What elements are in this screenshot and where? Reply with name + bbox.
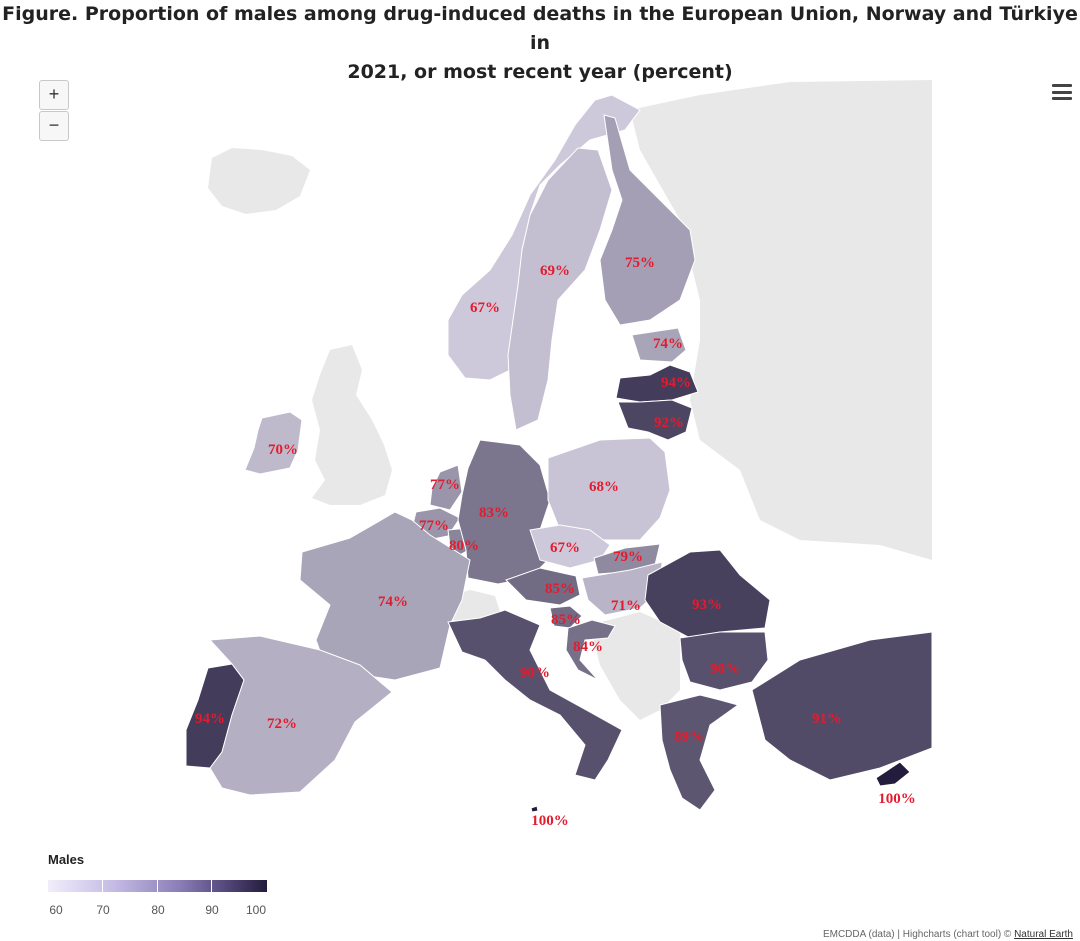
country-label-poland: 68% xyxy=(589,479,619,495)
legend-label-100: 100 xyxy=(245,903,267,917)
country-label-latvia: 94% xyxy=(661,375,691,391)
country-label-czechia: 67% xyxy=(550,540,580,556)
country-t-rkiye[interactable] xyxy=(751,631,933,781)
country-estonia[interactable] xyxy=(631,327,687,363)
balkans-shape xyxy=(590,612,680,720)
country-label-cyprus: 100% xyxy=(878,791,916,807)
country-poland[interactable] xyxy=(547,437,671,541)
country-label-greece: 89% xyxy=(674,729,704,745)
credits: EMCDDA (data) | Highcharts (chart tool) … xyxy=(823,929,1073,940)
menu-line xyxy=(1052,97,1072,100)
country-sweden[interactable] xyxy=(507,147,613,431)
country-label-france: 74% xyxy=(378,594,408,610)
country-romania[interactable] xyxy=(644,549,771,639)
country-label-hungary: 71% xyxy=(611,598,641,614)
natural-earth-link[interactable]: Natural Earth xyxy=(1014,929,1073,940)
zoom-in-button[interactable]: + xyxy=(39,80,69,110)
country-label-romania: 93% xyxy=(692,597,722,613)
great-britain-shape xyxy=(312,345,392,505)
country-label-t-rkiye: 91% xyxy=(812,711,842,727)
country-croatia[interactable] xyxy=(565,619,616,681)
country-cyprus[interactable] xyxy=(875,761,911,787)
country-label-luxembourg: 80% xyxy=(449,538,479,554)
legend-label-90: 90 xyxy=(205,903,219,917)
country-label-finland: 75% xyxy=(625,255,655,271)
background-land xyxy=(208,80,932,720)
country-spain[interactable] xyxy=(208,635,393,796)
country-label-germany: 83% xyxy=(479,505,509,521)
hamburger-menu-icon[interactable] xyxy=(1052,84,1072,100)
country-label-spain: 72% xyxy=(267,716,297,732)
country-malta[interactable] xyxy=(530,805,539,813)
country-czechia[interactable] xyxy=(529,524,611,569)
country-france[interactable] xyxy=(299,511,471,681)
country-label-lithuania: 92% xyxy=(654,415,684,431)
country-austria[interactable] xyxy=(505,567,581,606)
legend-tick-mark xyxy=(157,880,158,892)
labels-layer: 67%69% 75%74%94%92%70%77%77%80%83%68%67%7… xyxy=(195,255,916,829)
russia-shape xyxy=(630,80,932,560)
country-label-italy: 90% xyxy=(520,665,550,681)
legend-tick-mark xyxy=(102,880,103,892)
credits-text: EMCDDA (data) | Highcharts (chart tool) … xyxy=(822,929,1015,940)
country-netherlands[interactable] xyxy=(429,464,463,511)
country-label-belgium: 77% xyxy=(419,518,449,534)
countries-layer[interactable] xyxy=(185,94,933,813)
legend-label-60: 60 xyxy=(49,903,63,917)
chart-title-line-1: Figure. Proportion of males among drug-i… xyxy=(2,3,1078,54)
country-latvia[interactable] xyxy=(615,364,699,403)
country-greece[interactable] xyxy=(659,694,740,811)
iceland-shape xyxy=(208,148,310,214)
legend-tick-mark xyxy=(211,880,212,892)
country-label-ireland: 70% xyxy=(268,442,298,458)
country-label-slovenia: 85% xyxy=(551,612,581,628)
zoom-out-button[interactable]: − xyxy=(39,111,69,141)
chart-title-line-2: 2021, or most recent year (percent) xyxy=(347,61,733,83)
country-label-malta: 100% xyxy=(531,813,569,829)
country-bulgaria[interactable] xyxy=(679,631,769,691)
country-label-bulgaria: 90% xyxy=(710,661,740,677)
legend-title: Males xyxy=(48,852,85,867)
country-label-austria: 85% xyxy=(545,581,575,597)
country-label-croatia: 84% xyxy=(573,639,603,655)
country-italy[interactable] xyxy=(447,609,623,781)
menu-line xyxy=(1052,84,1072,87)
country-finland[interactable] xyxy=(599,114,696,326)
country-label-portugal: 94% xyxy=(195,711,225,727)
country-slovenia[interactable] xyxy=(549,605,583,629)
legend-label-70: 70 xyxy=(96,903,110,917)
menu-line xyxy=(1052,90,1072,94)
country-label-estonia: 74% xyxy=(653,336,683,352)
country-label-sweden: 69% xyxy=(540,263,570,279)
country-label-slovakia: 79% xyxy=(613,549,643,565)
chart-title: Figure. Proportion of males among drug-i… xyxy=(0,0,1080,87)
country-label-netherlands: 77% xyxy=(430,477,460,493)
legend-label-80: 80 xyxy=(151,903,165,917)
country-ireland[interactable] xyxy=(244,411,303,475)
country-lithuania[interactable] xyxy=(617,399,693,441)
country-label-norway: 67% xyxy=(470,300,500,316)
